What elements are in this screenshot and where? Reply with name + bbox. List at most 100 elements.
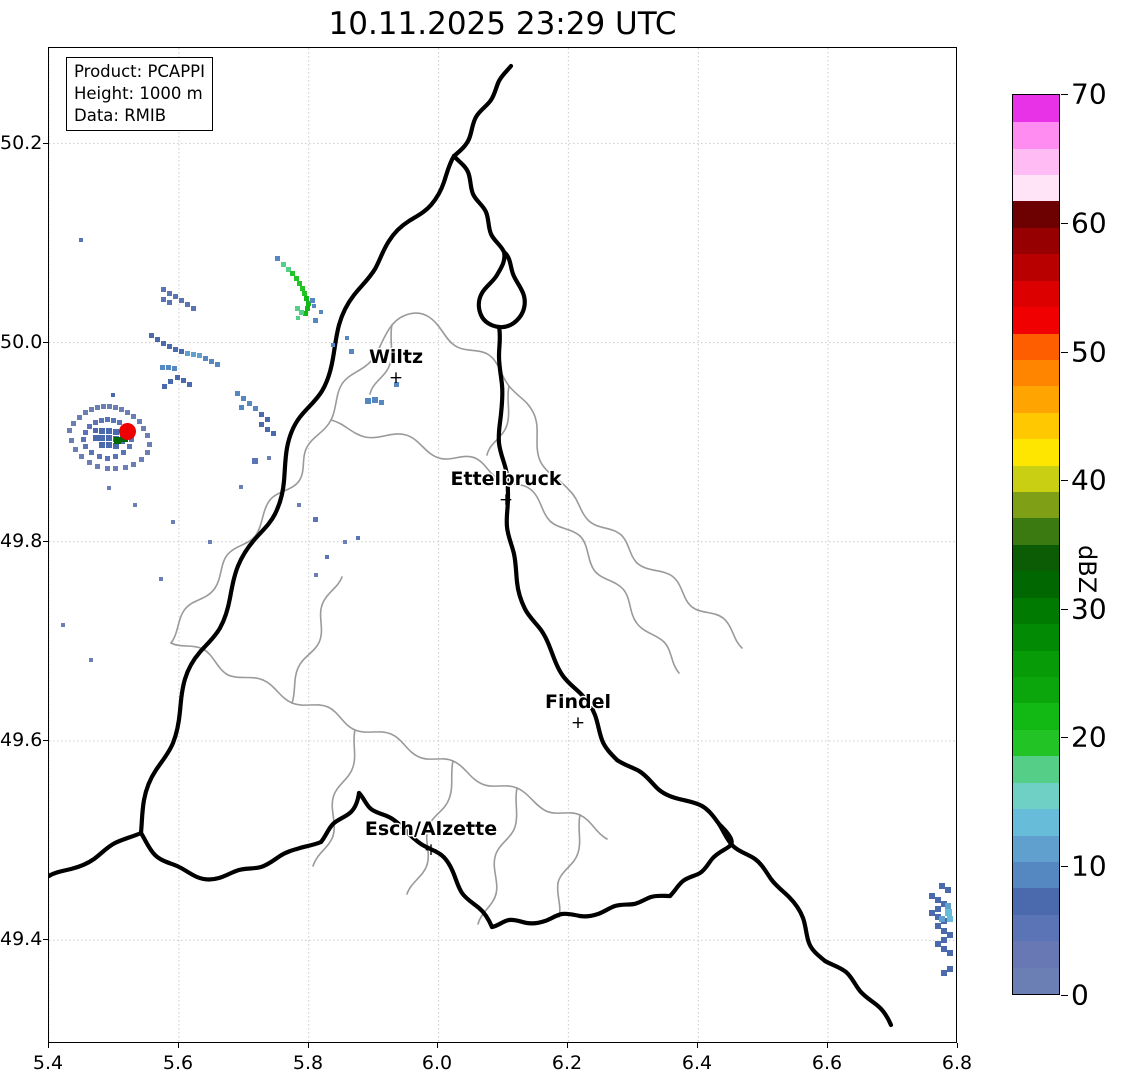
city-label-ettelbruck: Ettelbruck +	[451, 470, 562, 509]
cbticklabel-0: 0	[1071, 978, 1089, 1012]
ytick-2	[43, 541, 48, 542]
radar-site-marker[interactable]	[119, 423, 136, 440]
colorbar-band	[1013, 359, 1059, 387]
colorbar-band	[1013, 597, 1059, 625]
xtick-5	[697, 1043, 698, 1048]
colorbar-band	[1013, 253, 1059, 281]
yticklabel-2: 49.8	[0, 530, 43, 552]
colorbar-band	[1013, 808, 1059, 836]
yticklabel-4: 50.2	[0, 132, 43, 154]
cbticklabel-2: 20	[1071, 720, 1107, 754]
ytick-1	[43, 740, 48, 741]
colorbar-band	[1013, 570, 1059, 598]
xticklabel-0: 5.4	[32, 1052, 64, 1074]
city-label-esch-alzette: Esch/Alzette +	[365, 820, 497, 859]
colorbar-band	[1013, 200, 1059, 228]
xticklabel-3: 6.0	[421, 1052, 453, 1074]
colorbar-band	[1013, 782, 1059, 810]
colorbar-band	[1013, 861, 1059, 889]
cbtick-7	[1061, 94, 1068, 95]
colorbar-band	[1013, 649, 1059, 677]
colorbar-band	[1013, 95, 1059, 123]
info-data: Data: RMIB	[74, 105, 167, 125]
cbtick-6	[1061, 223, 1068, 224]
xticklabel-5: 6.4	[681, 1052, 713, 1074]
cbtick-3	[1061, 609, 1068, 610]
xticklabel-2: 5.8	[292, 1052, 324, 1074]
colorbar-band	[1013, 332, 1059, 360]
city-name-esch-alzette: Esch/Alzette	[364, 818, 498, 840]
colorbar-band	[1013, 676, 1059, 704]
colorbar-band	[1013, 914, 1059, 942]
xticklabel-4: 6.2	[551, 1052, 583, 1074]
cbticklabel-3: 30	[1071, 592, 1107, 626]
xtick-2	[308, 1043, 309, 1048]
colorbar-axis-label: dBZ	[1073, 545, 1101, 594]
xtick-6	[827, 1043, 828, 1048]
colorbar-band	[1013, 174, 1059, 202]
colorbar-band	[1013, 623, 1059, 651]
colorbar-band	[1013, 306, 1059, 334]
cbticklabel-1: 10	[1071, 849, 1107, 883]
colorbar-band	[1013, 491, 1059, 519]
cbticklabel-5: 50	[1071, 335, 1107, 369]
page-title: 10.11.2025 23:29 UTC	[328, 6, 677, 42]
ytick-0	[43, 939, 48, 940]
cbtick-0	[1061, 995, 1068, 996]
cbtick-1	[1061, 866, 1068, 867]
info-box: Product: PCAPPI Height: 1000 m Data: RMI…	[66, 57, 213, 132]
xticklabel-6: 6.6	[811, 1052, 843, 1074]
info-product: Product: PCAPPI	[74, 62, 205, 81]
colorbar-band	[1013, 702, 1059, 730]
city-marker-ettelbruck: +	[498, 490, 514, 510]
colorbar-band	[1013, 517, 1059, 545]
cbticklabel-7: 70	[1071, 77, 1107, 111]
colorbar-band	[1013, 148, 1059, 176]
city-marker-wiltz: +	[388, 368, 404, 388]
map-graphics	[49, 48, 956, 1042]
colorbar-band	[1013, 755, 1059, 783]
cbticklabel-4: 40	[1071, 463, 1107, 497]
xticklabel-1: 5.6	[162, 1052, 194, 1074]
yticklabel-0: 49.4	[0, 928, 43, 950]
colorbar[interactable]	[1012, 94, 1060, 995]
colorbar-band	[1013, 887, 1059, 915]
colorbar-band	[1013, 227, 1059, 255]
yticklabel-3: 50.0	[0, 331, 43, 353]
cbtick-5	[1061, 352, 1068, 353]
colorbar-band	[1013, 412, 1059, 440]
cbticklabel-6: 60	[1071, 206, 1107, 240]
city-name-findel: Findel	[544, 691, 612, 713]
xtick-4	[567, 1043, 568, 1048]
colorbar-band	[1013, 729, 1059, 757]
radar-echo-layer	[61, 238, 953, 976]
info-height: Height: 1000 m	[74, 83, 203, 103]
colorbar-band	[1013, 834, 1059, 862]
colorbar-band	[1013, 544, 1059, 572]
city-name-ettelbruck: Ettelbruck	[450, 468, 562, 490]
ytick-3	[43, 342, 48, 343]
city-name-wiltz: Wiltz	[368, 346, 424, 368]
city-label-wiltz: Wiltz +	[369, 348, 423, 387]
colorbar-band	[1013, 438, 1059, 466]
yticklabel-1: 49.6	[0, 729, 43, 751]
cbtick-4	[1061, 480, 1068, 481]
colorbar-band	[1013, 121, 1059, 149]
xtick-1	[178, 1043, 179, 1048]
city-marker-esch-alzette: +	[423, 840, 439, 860]
colorbar-band	[1013, 280, 1059, 308]
colorbar-band	[1013, 940, 1059, 968]
colorbar-band	[1013, 966, 1059, 994]
xtick-0	[48, 1043, 49, 1048]
xtick-3	[437, 1043, 438, 1048]
city-marker-findel: +	[570, 713, 586, 733]
city-label-findel: Findel +	[545, 693, 611, 732]
ytick-4	[43, 143, 48, 144]
cbtick-2	[1061, 737, 1068, 738]
colorbar-band	[1013, 465, 1059, 493]
xticklabel-7: 6.8	[941, 1052, 973, 1074]
map-plot-area[interactable]: Product: PCAPPI Height: 1000 m Data: RMI…	[48, 47, 957, 1043]
colorbar-band	[1013, 385, 1059, 413]
xtick-7	[957, 1043, 958, 1048]
